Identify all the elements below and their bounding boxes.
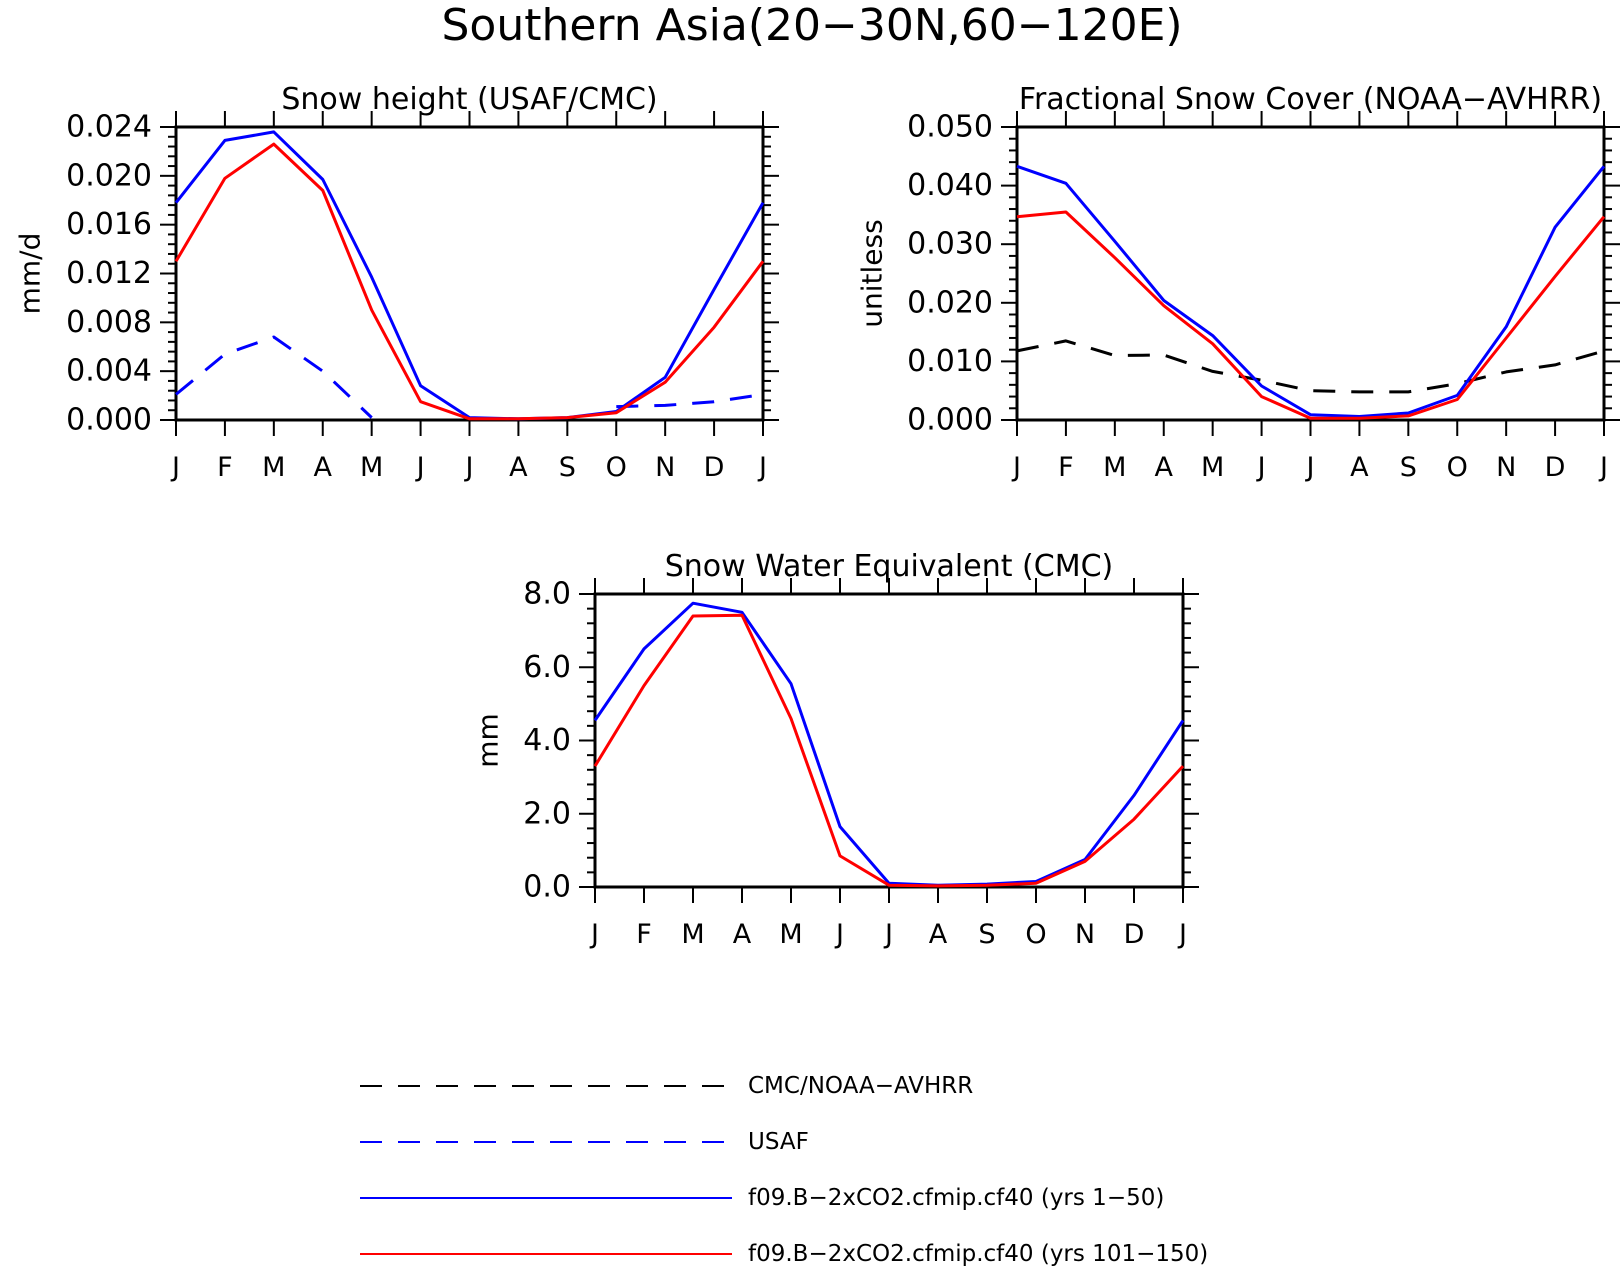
x-tick-label: J — [834, 919, 844, 950]
x-tick-label: A — [1350, 452, 1369, 483]
x-tick-label: J — [1305, 452, 1315, 483]
legend-label: f09.B−2xCO2.cfmip.cf40 (yrs 101−150) — [748, 1241, 1208, 1267]
legend-label: USAF — [748, 1129, 809, 1155]
x-tick-label: M — [262, 452, 285, 483]
panel-fractional-snow-cover: Fractional Snow Cover (NOAA−AVHRR)unitle… — [856, 82, 1620, 483]
series-line-1 — [1016, 164, 1606, 418]
panel-snow-water-equivalent: Snow Water Equivalent (CMC)mmJ F M A M J J A S O N… — [472, 549, 1199, 950]
plot-frame — [174, 125, 765, 422]
x-tick-label: O — [1025, 919, 1046, 950]
x-tick-label: J — [883, 919, 893, 950]
x-tick-label: J — [589, 919, 599, 950]
y-axis-label: unitless — [856, 219, 889, 327]
y-tick-label: 0.040 — [907, 168, 993, 203]
y-tick-label: 0.012 — [66, 256, 152, 291]
y-tick-label: 6.0 — [523, 650, 571, 685]
y-tick-label: 0.020 — [66, 158, 152, 193]
y-tick-label: 0.020 — [907, 285, 993, 320]
series-line-3 — [174, 142, 765, 421]
y-tick-label: 0.050 — [907, 110, 993, 145]
y-tick-label: 0.010 — [907, 344, 993, 379]
y-tick-label: 0.024 — [66, 110, 152, 145]
legend: CMC/NOAA−AVHRR USAF f09.B−2xCO2.cfmip.cf40… — [360, 1073, 1208, 1267]
x-tick-label: S — [1400, 452, 1417, 483]
x-tick-label: A — [314, 452, 333, 483]
series-line-2 — [1016, 210, 1606, 420]
x-tick-label: S — [978, 919, 995, 950]
x-tick-label: A — [509, 452, 528, 483]
x-tick-label: M — [681, 919, 704, 950]
series-line-2 — [174, 130, 765, 421]
main-title: Southern Asia(20−30N,60−120E) — [441, 0, 1182, 51]
x-tick-label: J — [170, 452, 180, 483]
series-line-0 — [1016, 339, 1605, 394]
legend-label: f09.B−2xCO2.cfmip.cf40 (yrs 1−50) — [748, 1185, 1164, 1211]
x-tick-label: F — [1058, 452, 1074, 483]
x-tick-label: N — [1075, 919, 1095, 950]
x-tick-label: A — [733, 919, 752, 950]
x-tick-label: S — [559, 452, 576, 483]
x-tick-label: M — [360, 452, 383, 483]
y-tick-label: 0.008 — [66, 305, 152, 340]
plot-frame — [593, 592, 1185, 889]
x-tick-label: O — [1447, 452, 1468, 483]
y-axis-label: mm — [472, 713, 505, 768]
x-tick-label: J — [1177, 919, 1187, 950]
y-tick-label: 0.004 — [66, 354, 152, 389]
y-tick-label: 2.0 — [523, 796, 571, 831]
x-tick-label: A — [929, 919, 948, 950]
x-tick-label: J — [757, 452, 767, 483]
x-tick-label: J — [1598, 452, 1608, 483]
x-tick-label: D — [1124, 919, 1145, 950]
x-tick-label: M — [1103, 452, 1126, 483]
plot-frame — [1015, 125, 1606, 422]
y-tick-label: 0.030 — [907, 227, 993, 262]
x-tick-label: N — [1496, 452, 1516, 483]
y-tick-label: 0.0 — [523, 870, 571, 905]
x-tick-label: M — [1201, 452, 1224, 483]
y-tick-label: 0.000 — [66, 403, 152, 438]
x-tick-label: F — [217, 452, 233, 483]
panel-snow-height: Snow height (USAF/CMC)mm/dJ F M A M J J A S O N D J0… — [14, 82, 779, 483]
y-tick-label: 0.000 — [907, 403, 993, 438]
x-tick-label: J — [464, 452, 474, 483]
x-tick-label: D — [1545, 452, 1566, 483]
series-line-1 — [175, 335, 764, 419]
series-line-2 — [593, 613, 1185, 888]
x-tick-label: F — [636, 919, 652, 950]
x-tick-label: J — [1256, 452, 1266, 483]
y-tick-label: 0.016 — [66, 207, 152, 242]
x-tick-label: A — [1155, 452, 1174, 483]
x-tick-label: N — [655, 452, 675, 483]
x-tick-label: M — [779, 919, 802, 950]
x-tick-label: J — [1011, 452, 1021, 483]
x-tick-label: J — [415, 452, 425, 483]
y-tick-label: 8.0 — [523, 577, 571, 612]
x-tick-label: D — [704, 452, 725, 483]
series-line-1 — [593, 601, 1185, 887]
x-tick-label: O — [606, 452, 627, 483]
y-tick-label: 4.0 — [523, 723, 571, 758]
legend-label: CMC/NOAA−AVHRR — [748, 1073, 973, 1099]
y-axis-label: mm/d — [14, 233, 47, 315]
